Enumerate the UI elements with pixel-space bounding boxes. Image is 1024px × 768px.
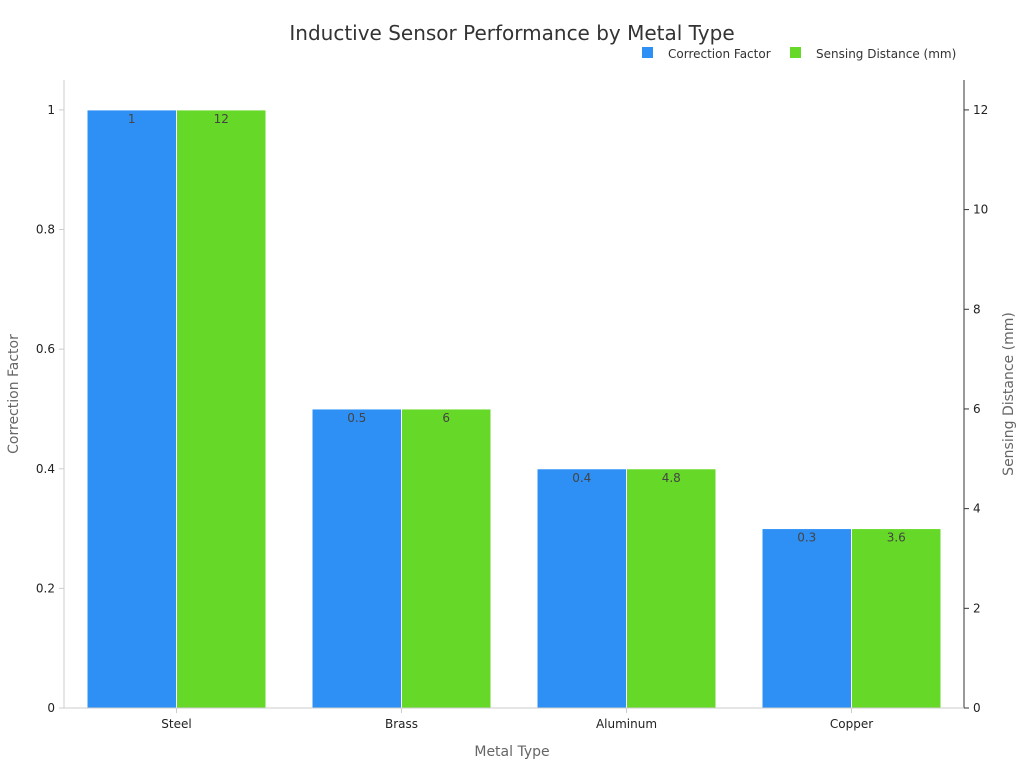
data-label: 12 — [214, 112, 229, 126]
y-left-tick-label: 0.4 — [36, 462, 55, 476]
y-left-tick-label: 1 — [47, 103, 55, 117]
y-left-tick-label: 0 — [47, 701, 55, 715]
chart-title: Inductive Sensor Performance by Metal Ty… — [289, 21, 734, 45]
data-label: 0.3 — [797, 531, 816, 545]
bar-sensing-distance-steel — [176, 109, 267, 709]
data-label: 0.4 — [572, 471, 591, 485]
bar-correction-factor-brass — [311, 408, 402, 709]
y-right-tick-label: 8 — [973, 302, 981, 316]
data-label: 4.8 — [662, 471, 681, 485]
y-right-tick-label: 0 — [973, 701, 981, 715]
legend-swatch-sensing-distance — [790, 47, 801, 58]
x-axis-title: Metal Type — [474, 744, 549, 760]
y-left-tick-label: 0.6 — [36, 342, 55, 356]
y-right-tick-label: 2 — [973, 601, 981, 615]
y-left-tick-label: 0.2 — [36, 581, 55, 595]
data-label: 6 — [442, 411, 450, 425]
y-right-tick-label: 10 — [973, 203, 988, 217]
bar-correction-factor-steel — [86, 109, 177, 709]
legend-label-correction-factor: Correction Factor — [668, 47, 771, 61]
bars-group — [86, 109, 942, 709]
y-axis-left-title: Correction Factor — [6, 334, 22, 454]
y-right-tick-label: 12 — [973, 103, 988, 117]
y-right-tick-label: 4 — [973, 502, 981, 516]
legend-label-sensing-distance: Sensing Distance (mm) — [816, 47, 956, 61]
y-right-tick-label: 6 — [973, 402, 981, 416]
bar-sensing-distance-copper — [851, 528, 942, 709]
bar-correction-factor-copper — [761, 528, 852, 709]
x-tick-label: Brass — [385, 717, 418, 731]
x-tick-label: Steel — [161, 717, 191, 731]
x-tick-label: Copper — [830, 717, 873, 731]
y-left-tick-label: 0.8 — [36, 223, 55, 237]
y-axis-right-ticks: 0 2 4 6 8 10 12 — [964, 103, 988, 715]
bar-correction-factor-aluminum — [536, 468, 627, 709]
legend-swatch-correction-factor — [642, 47, 653, 58]
data-labels-group: 1 12 0.5 6 0.4 4.8 0.3 3.6 — [128, 112, 906, 545]
bar-sensing-distance-aluminum — [626, 468, 717, 709]
data-label: 0.5 — [347, 411, 366, 425]
x-axis-ticks: Steel Brass Aluminum Copper — [161, 708, 873, 731]
y-axis-right-title: Sensing Distance (mm) — [1001, 312, 1017, 476]
data-label: 1 — [128, 112, 136, 126]
x-tick-label: Aluminum — [596, 717, 657, 731]
legend: Correction Factor Sensing Distance (mm) — [642, 47, 956, 61]
data-label: 3.6 — [887, 531, 906, 545]
bar-sensing-distance-brass — [401, 408, 492, 709]
y-axis-left-ticks: 0 0.2 0.4 0.6 0.8 1 — [36, 103, 64, 715]
